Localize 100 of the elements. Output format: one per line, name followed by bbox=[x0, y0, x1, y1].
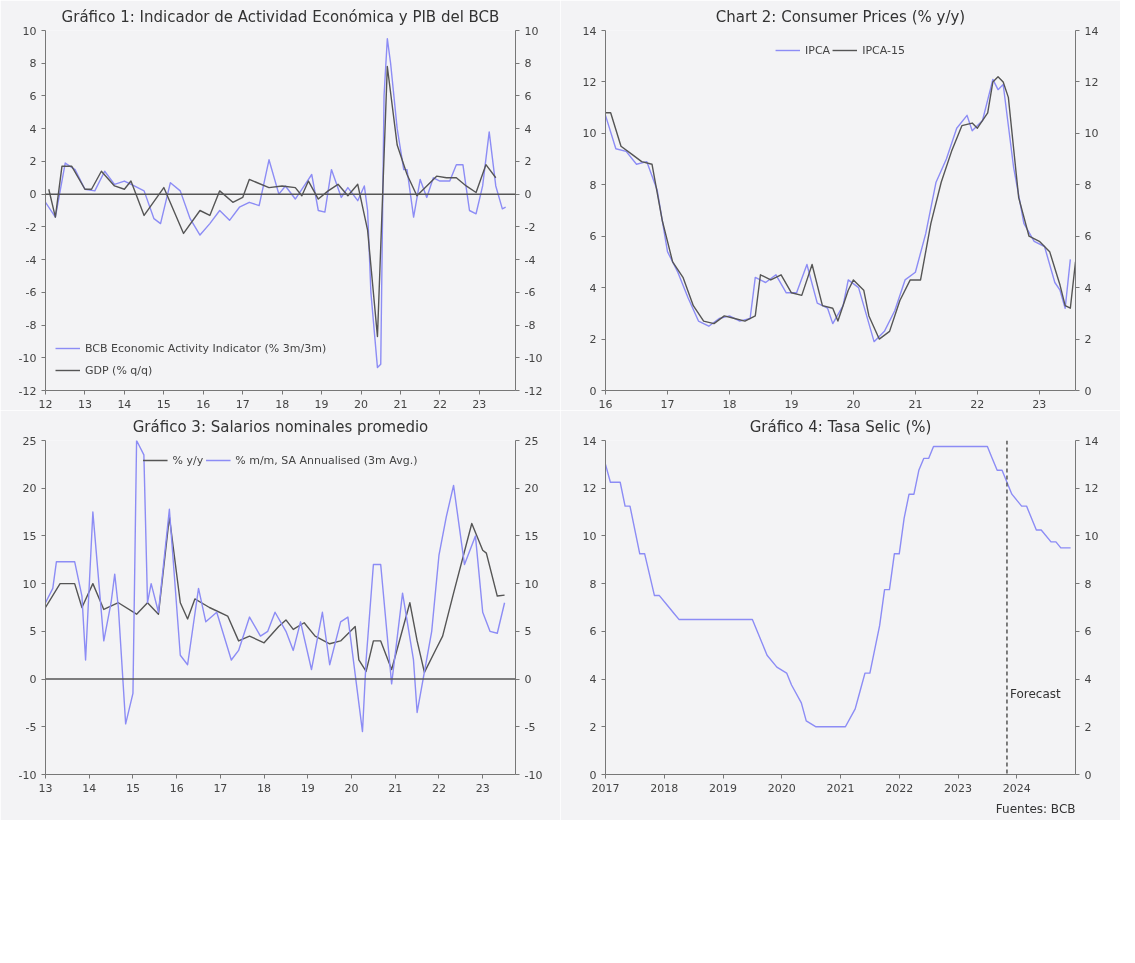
x-tick-label: 15 bbox=[156, 397, 171, 411]
y-tick-label: 0 bbox=[589, 384, 597, 398]
y2-tick-label: 8 bbox=[524, 57, 532, 71]
x-tick-label: 20 bbox=[846, 397, 861, 411]
y2-tick-label: 10 bbox=[524, 577, 539, 591]
y2-tick-label: 10 bbox=[1084, 529, 1099, 543]
y-tick-label: 6 bbox=[589, 625, 597, 639]
y-tick-label: -2 bbox=[25, 220, 37, 234]
x-tick-label: 16 bbox=[169, 781, 184, 795]
y2-tick-label: -4 bbox=[524, 253, 536, 267]
x-tick-label: 13 bbox=[38, 781, 53, 795]
y-tick-label: 0 bbox=[29, 188, 37, 202]
y2-tick-label: 2 bbox=[524, 155, 532, 169]
y2-tick-label: 6 bbox=[1084, 230, 1092, 244]
y2-tick-label: 12 bbox=[1084, 75, 1099, 89]
y2-tick-label: 14 bbox=[1084, 434, 1099, 448]
x-tick-label: 2022 bbox=[885, 781, 914, 795]
x-tick-label: 12 bbox=[38, 397, 53, 411]
x-tick-label: 18 bbox=[257, 781, 272, 795]
legend-label: IPCA bbox=[805, 43, 831, 57]
y2-tick-label: 8 bbox=[1084, 178, 1092, 192]
x-tick-label: 20 bbox=[344, 781, 359, 795]
x-tick-label: 22 bbox=[432, 397, 447, 411]
y-tick-label: 10 bbox=[582, 127, 597, 141]
y2-tick-label: -10 bbox=[524, 351, 543, 365]
y-tick-label: 25 bbox=[22, 434, 37, 448]
x-tick-label: 21 bbox=[388, 781, 403, 795]
x-tick-label: 2024 bbox=[1002, 781, 1031, 795]
y-tick-label: -4 bbox=[25, 253, 37, 267]
y2-tick-label: 0 bbox=[1084, 768, 1092, 782]
y2-tick-label: 0 bbox=[524, 188, 532, 202]
y-tick-label: -6 bbox=[25, 286, 37, 300]
y-tick-label: 4 bbox=[589, 281, 597, 295]
y-tick-label: 5 bbox=[29, 625, 37, 639]
legend-label: % m/m, SA Annualised (3m Avg.) bbox=[235, 453, 418, 467]
legend-label: IPCA-15 bbox=[862, 43, 905, 57]
legend-label: % y/y bbox=[172, 453, 204, 467]
y-tick-label: 2 bbox=[29, 155, 37, 169]
y2-tick-label: 12 bbox=[1084, 482, 1099, 496]
x-tick-label: 2021 bbox=[826, 781, 855, 795]
x-tick-label: 2020 bbox=[767, 781, 796, 795]
x-tick-label: 17 bbox=[235, 397, 250, 411]
x-tick-label: 16 bbox=[598, 397, 613, 411]
y-tick-label: -8 bbox=[25, 319, 37, 333]
y2-tick-label: 20 bbox=[524, 482, 539, 496]
x-tick-label: 23 bbox=[472, 397, 487, 411]
chart-title: Gráfico 1: Indicador de Actividad Económica y PIB del BCB bbox=[61, 7, 500, 26]
x-tick-label: 23 bbox=[475, 781, 490, 795]
x-tick-label: 17 bbox=[660, 397, 675, 411]
y-tick-label: 14 bbox=[582, 434, 597, 448]
y-tick-label: 2 bbox=[589, 720, 597, 734]
y-tick-label: 8 bbox=[589, 577, 597, 591]
y-tick-label: 8 bbox=[589, 178, 597, 192]
y2-tick-label: 2 bbox=[1084, 720, 1092, 734]
x-tick-label: 23 bbox=[1032, 397, 1047, 411]
x-tick-label: 14 bbox=[117, 397, 132, 411]
y2-tick-label: 10 bbox=[524, 24, 539, 38]
legend-label: BCB Economic Activity Indicator (% 3m/3m) bbox=[85, 341, 327, 355]
x-tick-label: 20 bbox=[354, 397, 369, 411]
y-tick-label: -5 bbox=[25, 720, 37, 734]
y-tick-label: 12 bbox=[582, 75, 597, 89]
x-tick-label: 21 bbox=[908, 397, 923, 411]
y2-tick-label: 0 bbox=[1084, 384, 1092, 398]
x-tick-label: 18 bbox=[275, 397, 290, 411]
x-tick-label: 2017 bbox=[591, 781, 620, 795]
source-note: Fuentes: BCB bbox=[995, 801, 1076, 816]
y2-tick-label: 4 bbox=[1084, 673, 1092, 687]
y-tick-label: 10 bbox=[22, 24, 37, 38]
chart-title: Chart 2: Consumer Prices (% y/y) bbox=[715, 7, 966, 26]
y2-tick-label: 6 bbox=[524, 89, 532, 103]
y-tick-label: -12 bbox=[18, 384, 37, 398]
x-tick-label: 19 bbox=[314, 397, 329, 411]
y2-tick-label: 6 bbox=[1084, 625, 1092, 639]
y-tick-label: 0 bbox=[29, 673, 37, 687]
y2-tick-label: -8 bbox=[524, 319, 536, 333]
legend-label: GDP (% q/q) bbox=[85, 363, 153, 377]
x-tick-label: 15 bbox=[125, 781, 140, 795]
y2-tick-label: 2 bbox=[1084, 333, 1092, 347]
x-tick-label: 19 bbox=[784, 397, 799, 411]
y-tick-label: 20 bbox=[22, 482, 37, 496]
y-tick-label: -10 bbox=[18, 768, 37, 782]
y-tick-label: 10 bbox=[22, 577, 37, 591]
ref-line-label: Forecast bbox=[1009, 687, 1062, 702]
x-tick-label: 2019 bbox=[709, 781, 737, 795]
y-tick-label: 4 bbox=[589, 673, 597, 687]
y-tick-label: 8 bbox=[29, 57, 37, 71]
x-tick-label: 2018 bbox=[650, 781, 679, 795]
x-tick-label: 22 bbox=[970, 397, 985, 411]
chart-title: Gráfico 4: Tasa Selic (%) bbox=[749, 417, 932, 436]
y2-tick-label: 8 bbox=[1084, 577, 1092, 591]
y-tick-label: -10 bbox=[18, 351, 37, 365]
y2-tick-label: 0 bbox=[524, 673, 532, 687]
y-tick-label: 6 bbox=[29, 89, 37, 103]
x-tick-label: 18 bbox=[722, 397, 737, 411]
x-tick-label: 22 bbox=[431, 781, 446, 795]
y2-tick-label: 4 bbox=[524, 122, 532, 136]
x-tick-label: 16 bbox=[196, 397, 211, 411]
y-tick-label: 15 bbox=[22, 529, 37, 543]
y-tick-label: 4 bbox=[29, 122, 37, 136]
y-tick-label: 14 bbox=[582, 24, 597, 38]
